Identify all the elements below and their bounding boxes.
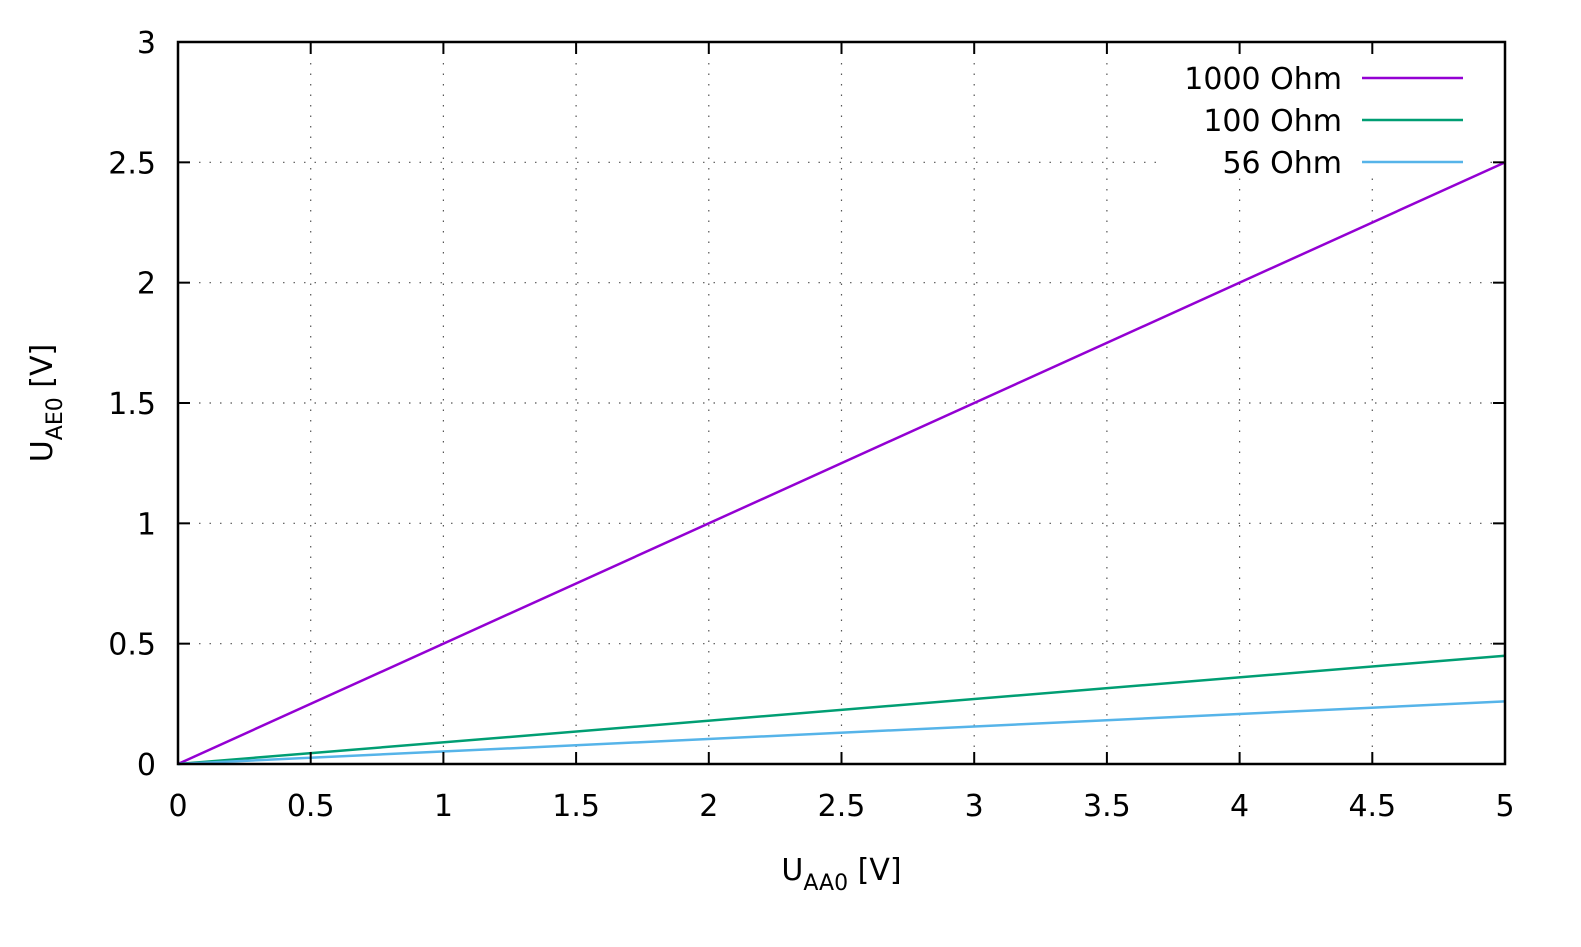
- series-lines: [177, 161, 1506, 766]
- series-line-56-ohm: [177, 700, 1506, 766]
- series-line-1000-ohm: [177, 161, 1506, 766]
- legend-background: [1160, 52, 1490, 178]
- x-tick-label-1-5: 1.5: [552, 789, 600, 824]
- x-tick-labels: 0 0.5 1 1.5 2 2.5 3 3.5 4 4.5 5: [168, 789, 1514, 824]
- x-tick-label-0-5: 0.5: [287, 789, 335, 824]
- x-axis-label-subscript: AA0: [803, 871, 848, 896]
- y-tick-label-1-5: 1.5: [108, 387, 156, 422]
- x-tick-label-2: 2: [699, 789, 718, 824]
- x-tick-label-5: 5: [1495, 789, 1514, 824]
- series-line-100-ohm: [177, 654, 1506, 766]
- y-tick-labels: 0 0.5 1 1.5 2 2.5 3: [108, 26, 156, 783]
- y-tick-label-3: 3: [137, 26, 156, 61]
- y-tick-label-0: 0: [137, 748, 156, 783]
- y-tick-label-2-5: 2.5: [108, 146, 156, 181]
- grid: [178, 42, 1505, 764]
- x-tick-label-0: 0: [168, 789, 187, 824]
- legend-label-100-ohm: 100 Ohm: [1203, 104, 1342, 139]
- y-axis-label-subscript: AE0: [43, 397, 68, 440]
- legend-label-1000-ohm: 1000 Ohm: [1184, 62, 1342, 97]
- y-axis-label-main: U: [25, 440, 60, 462]
- x-axis-label-main: U: [781, 853, 803, 888]
- y-axis-label: UAE0 [V]: [25, 344, 68, 462]
- y-axis-label-unit: [V]: [25, 344, 60, 397]
- legend-label-56-ohm: 56 Ohm: [1222, 146, 1342, 181]
- x-tick-label-3-5: 3.5: [1083, 789, 1131, 824]
- x-tick-label-2-5: 2.5: [818, 789, 866, 824]
- y-tick-label-2: 2: [137, 267, 156, 302]
- axis-ticks: [177, 41, 1506, 765]
- x-axis-label: UAA0 [V]: [781, 853, 901, 896]
- x-tick-label-4: 4: [1230, 789, 1249, 824]
- x-axis-label-unit: [V]: [848, 853, 901, 888]
- x-tick-label-4-5: 4.5: [1348, 789, 1396, 824]
- x-tick-label-1: 1: [434, 789, 453, 824]
- y-tick-label-1: 1: [137, 507, 156, 542]
- legend: 1000 Ohm 100 Ohm 56 Ohm: [1184, 62, 1463, 181]
- y-tick-label-0-5: 0.5: [108, 628, 156, 663]
- x-tick-label-3: 3: [965, 789, 984, 824]
